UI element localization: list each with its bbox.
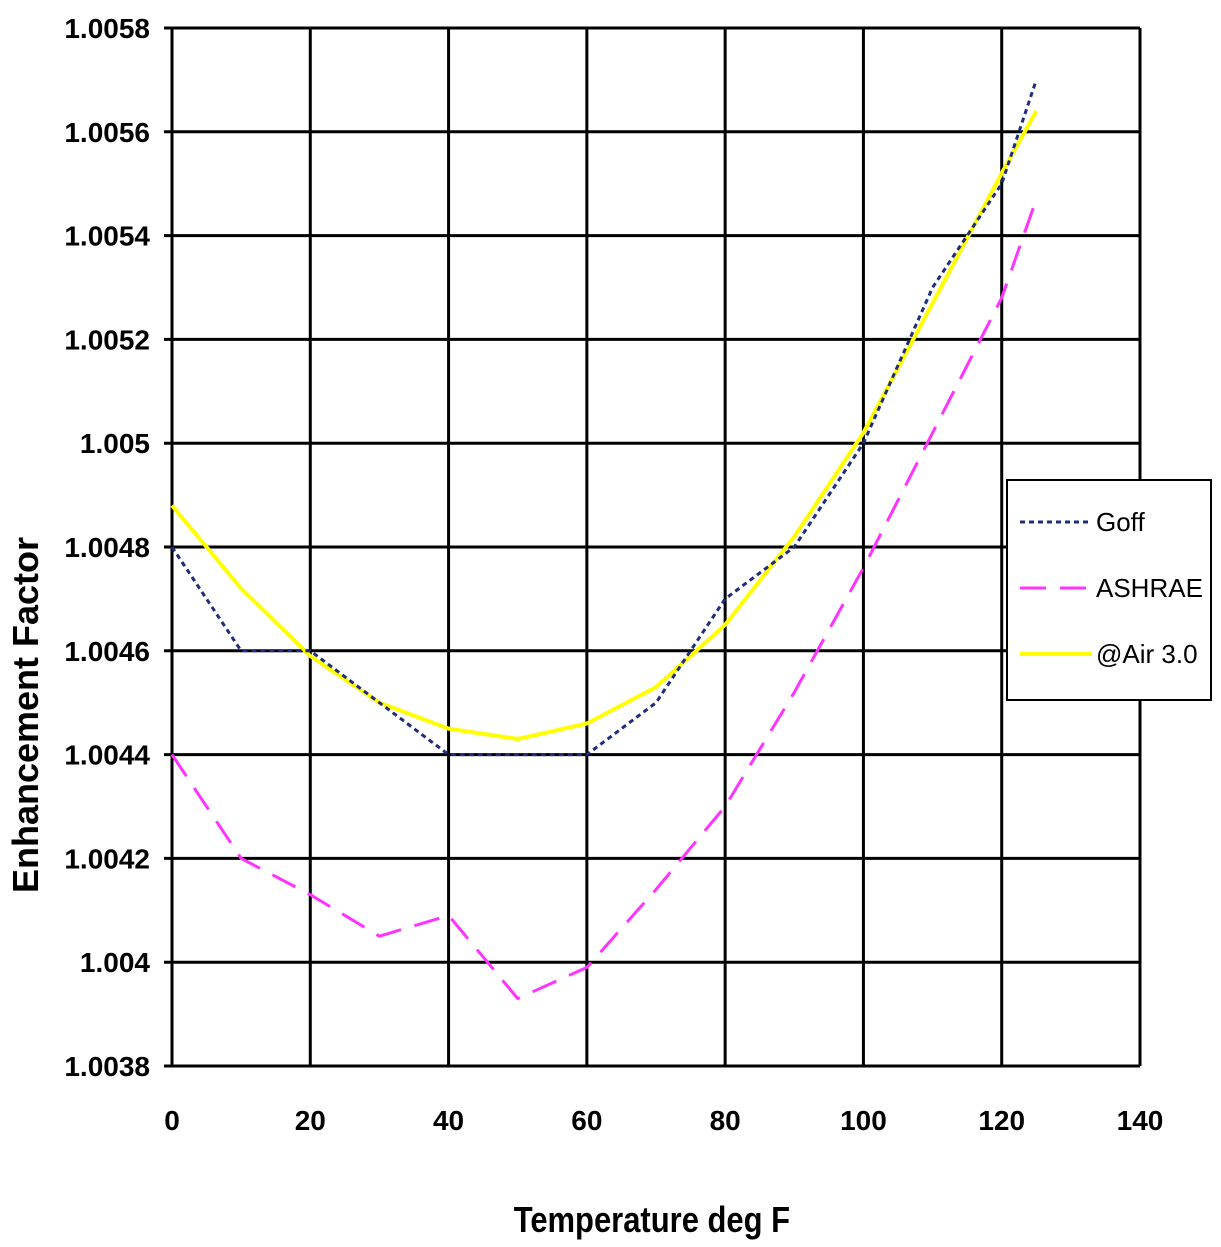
x-tick-label: 60 bbox=[571, 1105, 602, 1136]
series-line-ashrae bbox=[170, 198, 1038, 1000]
y-tick-label: 1.005 bbox=[80, 428, 150, 459]
grid bbox=[164, 26, 1142, 1068]
y-tick-label: 1.0048 bbox=[64, 532, 150, 563]
x-tick-label: 140 bbox=[1117, 1105, 1164, 1136]
y-tick-label: 1.0042 bbox=[64, 843, 150, 874]
x-tick-label: 0 bbox=[164, 1105, 180, 1136]
series-line-goff bbox=[170, 79, 1038, 757]
series-line-air-3-0 bbox=[170, 110, 1039, 741]
x-tick-label: 100 bbox=[840, 1105, 887, 1136]
y-tick-label: 1.0046 bbox=[64, 636, 150, 667]
x-tick-labels: 0 20 40 60 80 100 120 140 bbox=[164, 1105, 1163, 1136]
legend: Goff ASHRAE @Air 3.0 bbox=[1006, 479, 1212, 701]
y-tick-labels: 1.0038 1.004 1.0042 1.0044 1.0046 1.0048 1.005… bbox=[64, 13, 150, 1082]
x-tick-label: 20 bbox=[295, 1105, 326, 1136]
legend-label: Goff bbox=[1096, 507, 1145, 537]
y-tick-label: 1.0056 bbox=[64, 117, 150, 148]
y-tick-label: 1.004 bbox=[80, 947, 150, 978]
x-tick-label: 120 bbox=[978, 1105, 1025, 1136]
x-tick-label: 80 bbox=[710, 1105, 741, 1136]
x-tick-label: 40 bbox=[433, 1105, 464, 1136]
y-tick-label: 1.0058 bbox=[64, 13, 150, 44]
y-tick-label: 1.0052 bbox=[64, 324, 150, 355]
y-tick-label: 1.0044 bbox=[64, 740, 150, 771]
y-tick-label: 1.0038 bbox=[64, 1051, 150, 1082]
legend-label: @Air 3.0 bbox=[1096, 639, 1198, 669]
legend-box bbox=[1006, 479, 1212, 701]
y-axis-title: Enhancement Factor bbox=[5, 537, 46, 893]
legend-label: ASHRAE bbox=[1096, 573, 1203, 603]
series-lines bbox=[170, 79, 1039, 1000]
y-tick-label: 1.0054 bbox=[64, 221, 150, 252]
x-axis-title: Temperature deg F bbox=[514, 1201, 790, 1241]
